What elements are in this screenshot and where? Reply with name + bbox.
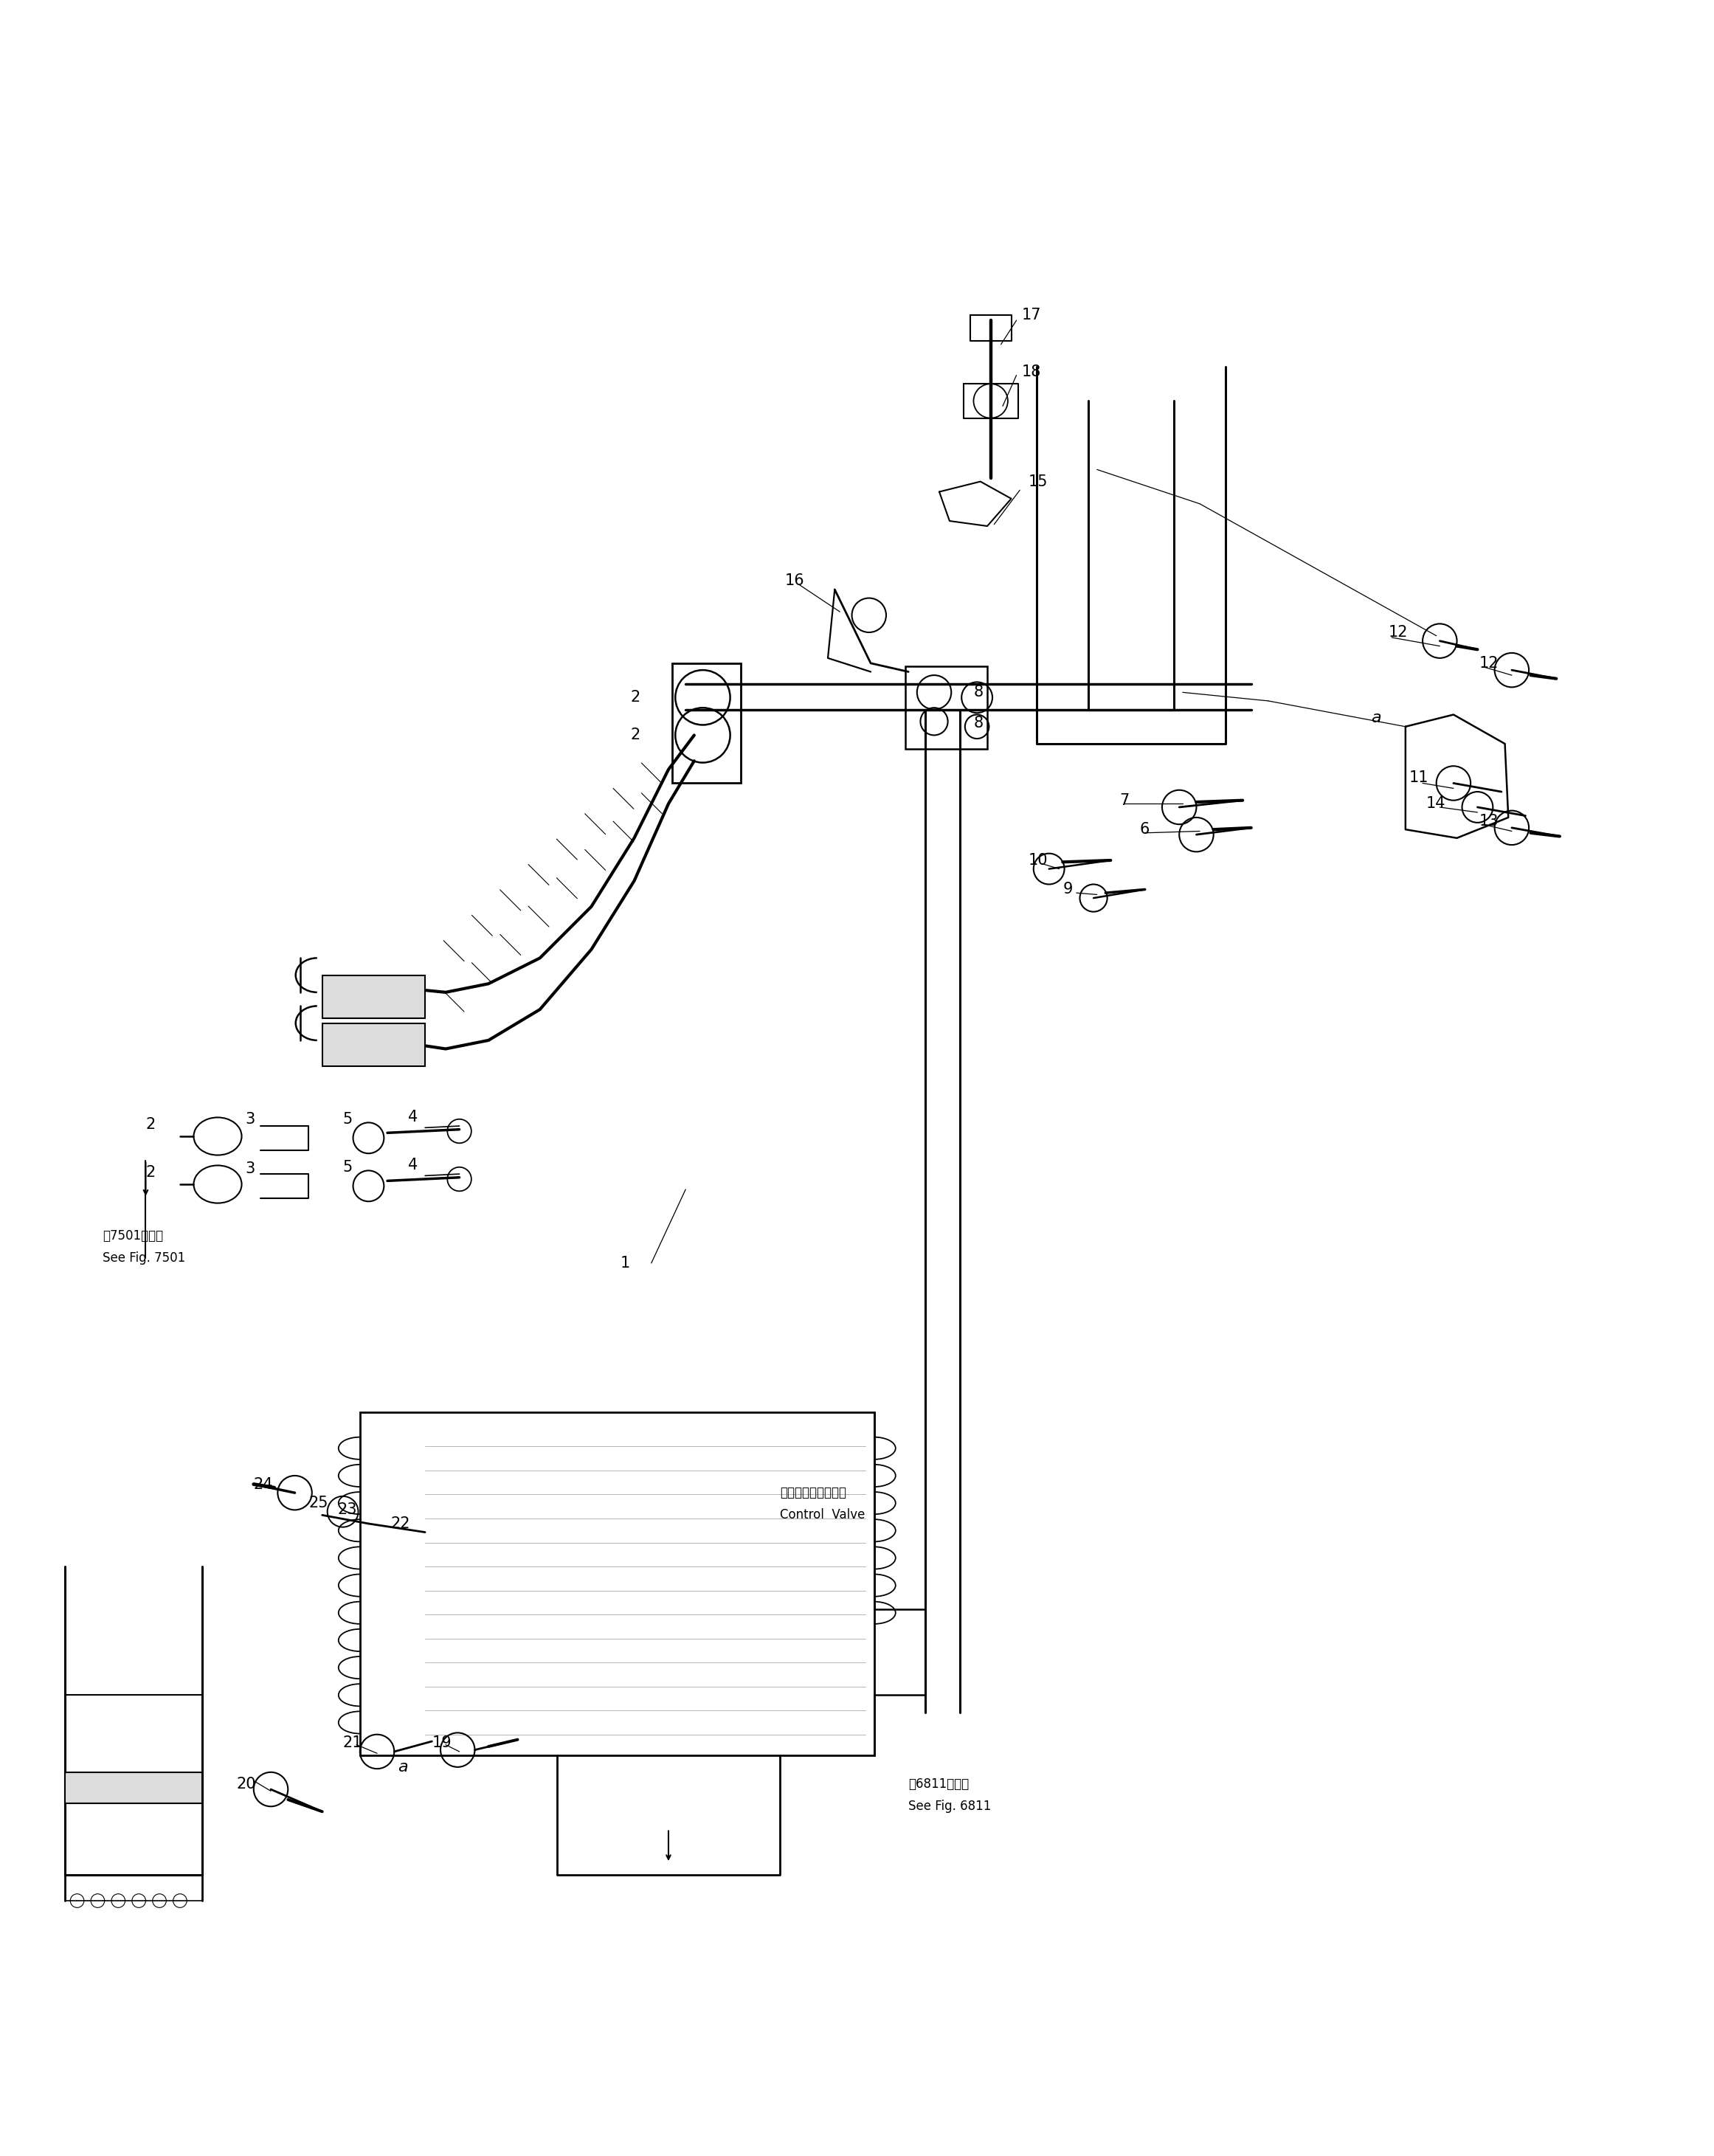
Bar xyxy=(905,666,987,748)
Text: 18: 18 xyxy=(1022,364,1040,379)
Text: See Fig. 7501: See Fig. 7501 xyxy=(103,1250,185,1266)
Text: 5: 5 xyxy=(343,1112,353,1128)
Text: 7: 7 xyxy=(1119,793,1130,808)
Text: 6: 6 xyxy=(1140,821,1150,837)
Text: 第6811図参照: 第6811図参照 xyxy=(908,1777,968,1792)
Text: 3: 3 xyxy=(245,1112,255,1128)
Text: 25: 25 xyxy=(309,1496,327,1511)
Text: 12: 12 xyxy=(1388,625,1407,640)
Text: 2: 2 xyxy=(631,729,641,742)
Text: 5: 5 xyxy=(343,1160,353,1175)
Text: 9: 9 xyxy=(1063,882,1073,897)
Text: a: a xyxy=(1371,711,1381,724)
Text: 1: 1 xyxy=(620,1255,631,1270)
Text: Control  Valve: Control Valve xyxy=(780,1509,866,1522)
Bar xyxy=(65,1772,202,1802)
Bar xyxy=(322,1024,425,1065)
Text: 2: 2 xyxy=(146,1117,156,1132)
Text: 2: 2 xyxy=(631,690,641,705)
Text: 20: 20 xyxy=(237,1777,255,1792)
Text: 8: 8 xyxy=(974,716,984,731)
Text: 11: 11 xyxy=(1409,770,1428,785)
Text: 4: 4 xyxy=(408,1158,418,1173)
Text: 12: 12 xyxy=(1479,655,1498,671)
Text: 21: 21 xyxy=(343,1736,362,1751)
Bar xyxy=(672,664,740,783)
Text: 3: 3 xyxy=(245,1162,255,1177)
Text: 24: 24 xyxy=(254,1477,273,1492)
Text: a: a xyxy=(398,1759,408,1774)
Text: 10: 10 xyxy=(1028,854,1047,867)
Text: 14: 14 xyxy=(1426,796,1445,811)
Text: 2: 2 xyxy=(146,1164,156,1179)
Bar xyxy=(360,1412,874,1755)
Text: 13: 13 xyxy=(1479,813,1498,828)
Text: 22: 22 xyxy=(391,1516,410,1531)
Text: 19: 19 xyxy=(432,1736,451,1751)
Text: 4: 4 xyxy=(408,1110,418,1125)
Text: 17: 17 xyxy=(1022,308,1040,323)
Text: コントロールバルブ: コントロールバルブ xyxy=(780,1485,847,1498)
Text: 8: 8 xyxy=(974,686,984,701)
Text: 16: 16 xyxy=(785,573,804,589)
Text: 23: 23 xyxy=(338,1503,357,1518)
Text: 第7501図参照: 第7501図参照 xyxy=(103,1229,163,1242)
Text: See Fig. 6811: See Fig. 6811 xyxy=(908,1800,991,1813)
Text: 15: 15 xyxy=(1028,474,1047,489)
Bar xyxy=(322,975,425,1018)
